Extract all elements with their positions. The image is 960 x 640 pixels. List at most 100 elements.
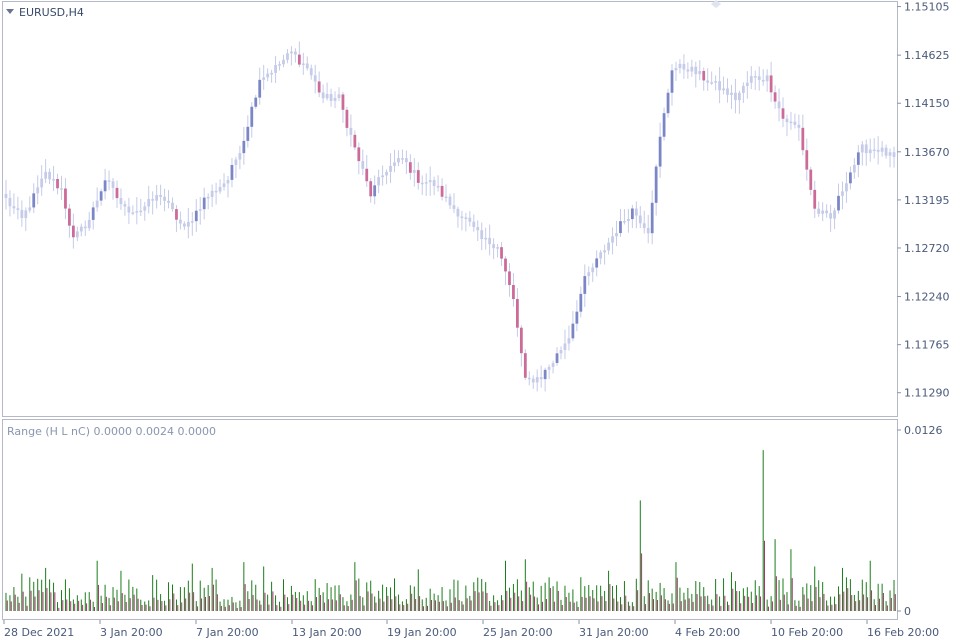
candle-body <box>753 76 757 78</box>
candle-body <box>305 63 309 69</box>
candle-body <box>579 293 583 312</box>
indicator-label: Range (H L nC) 0.0000 0.0024 0.0000 <box>7 425 216 438</box>
candle-body <box>615 233 618 237</box>
time-tick-label: 28 Dec 2021 <box>4 626 74 639</box>
candle-body <box>504 258 507 272</box>
candle-body <box>611 236 614 243</box>
candle-body <box>488 237 492 245</box>
candle-body <box>79 226 83 232</box>
candle-body <box>627 219 630 222</box>
time-tick-label: 4 Feb 20:00 <box>675 626 740 639</box>
indicator-tick-label: 0 <box>904 605 911 618</box>
candle-body <box>293 51 297 55</box>
candle-body <box>813 189 817 209</box>
candle-body <box>726 88 729 95</box>
candle-body <box>385 171 388 176</box>
candle-body <box>377 177 381 186</box>
candle-body <box>444 196 448 199</box>
candle-body <box>321 92 325 99</box>
price-tick-label: 1.12240 <box>904 291 950 304</box>
candle-body <box>619 221 622 234</box>
candle-body <box>64 188 67 209</box>
price-pane-frame <box>2 1 898 417</box>
candle-body <box>254 97 258 107</box>
candle-body <box>539 377 543 380</box>
candle-body <box>543 369 547 380</box>
candle-body <box>623 221 626 223</box>
candle-body <box>666 92 670 114</box>
chart-menu-icon[interactable] <box>6 9 14 14</box>
candle-body <box>71 225 75 238</box>
candle-body <box>341 94 345 110</box>
candle-body <box>460 216 464 219</box>
candle-body <box>258 79 262 98</box>
candle-body <box>12 206 16 209</box>
candle-body <box>872 149 876 152</box>
candle-body <box>698 70 702 75</box>
time-tick-label: 16 Feb 20:00 <box>867 626 939 639</box>
candle-body <box>710 82 714 84</box>
candle-body <box>274 65 277 73</box>
candle-body <box>405 158 408 163</box>
candle-body <box>290 51 293 54</box>
candle-body <box>587 272 591 277</box>
candle-body <box>686 69 690 72</box>
candle-body <box>242 140 246 154</box>
candle-body <box>650 202 654 234</box>
candle-body <box>468 217 472 222</box>
candle-body <box>329 94 333 101</box>
candle-body <box>825 210 829 214</box>
price-tick-label: 1.15105 <box>904 1 950 14</box>
candle-body <box>151 199 155 201</box>
candle-body <box>353 134 357 148</box>
candle-body <box>278 64 281 66</box>
candle-body <box>603 250 607 253</box>
candle-body <box>575 311 579 324</box>
candle-body <box>591 267 595 273</box>
candle-body <box>718 81 721 91</box>
candle-body <box>24 210 28 218</box>
candle-body <box>381 175 384 178</box>
candle-body <box>670 70 674 93</box>
candle-body <box>805 150 809 170</box>
candle-body <box>432 180 436 186</box>
price-tick-label: 1.11290 <box>904 387 950 400</box>
candle-body <box>135 211 139 213</box>
candle-body <box>159 195 162 197</box>
candle-body <box>408 162 412 173</box>
candle-body <box>436 185 440 188</box>
time-tick-label: 3 Jan 20:00 <box>100 626 163 639</box>
candle-body <box>198 209 202 211</box>
candle-body <box>722 88 725 91</box>
time-tick-label: 10 Feb 20:00 <box>771 626 843 639</box>
candle-body <box>266 73 270 78</box>
candle-body <box>551 362 555 367</box>
candle-body <box>325 94 329 99</box>
indicator-pane-frame <box>2 419 898 620</box>
chart-symbol-title: EURUSD,H4 <box>19 6 84 19</box>
candle-body <box>797 124 801 128</box>
time-tick-label: 31 Jan 20:00 <box>579 626 649 639</box>
time-axis: 28 Dec 2021 3 Jan 20:00 7 Jan 20:00 13 Jan … <box>3 620 939 639</box>
candle-body <box>246 126 250 141</box>
candle-body <box>519 327 523 354</box>
candle-body <box>876 149 880 152</box>
candle-body <box>60 188 63 190</box>
candle-body <box>785 118 789 123</box>
candle-body <box>452 205 456 209</box>
candle-body <box>36 187 40 194</box>
candle-body <box>401 158 404 160</box>
candle-body <box>884 147 888 156</box>
candle-body <box>642 223 646 229</box>
candle-body <box>559 350 563 354</box>
candle-body <box>8 197 12 207</box>
candle-body <box>147 199 151 207</box>
price-tick-label: 1.12720 <box>904 242 950 255</box>
price-tick-label: 1.13195 <box>904 194 950 207</box>
candle-body <box>369 181 373 197</box>
time-tick-label: 7 Jan 20:00 <box>196 626 259 639</box>
indicator-tick-label: 0.0126 <box>904 424 943 437</box>
candle-body <box>599 252 603 259</box>
candle-body <box>738 92 741 101</box>
